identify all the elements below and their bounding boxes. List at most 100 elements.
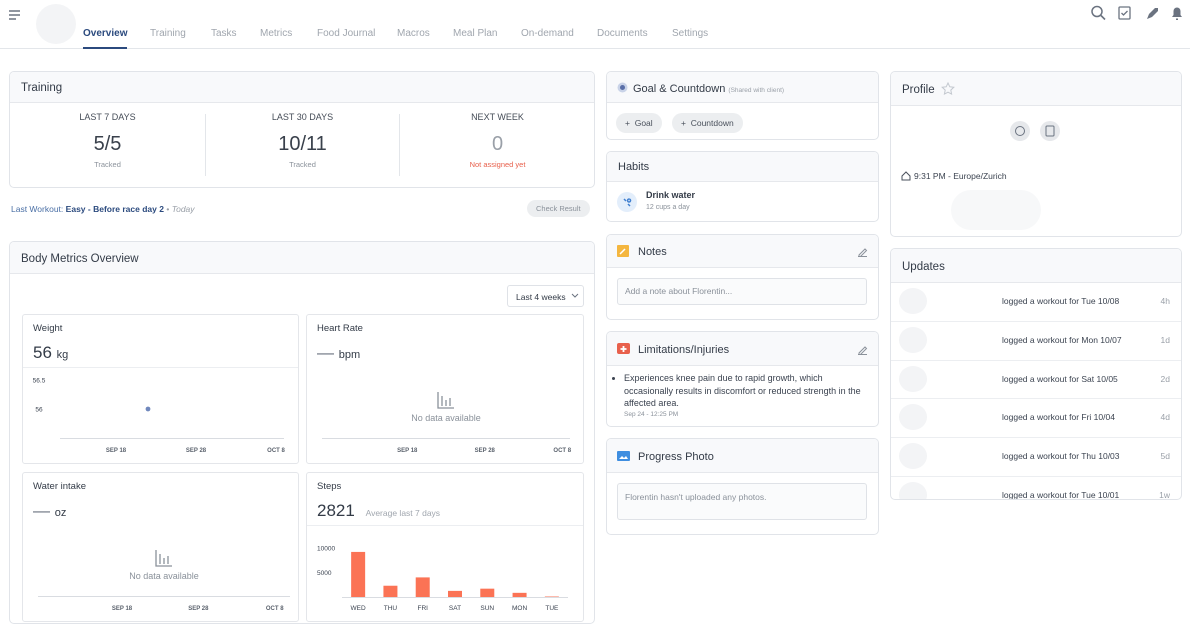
limitations-list: Experiences knee pain due to rapid growt…	[607, 372, 864, 410]
stat-value: 10/11	[278, 133, 327, 155]
divider	[399, 114, 400, 176]
update-row: logged a workout for Tue 10/01 1w	[891, 476, 1181, 500]
metric-title: Steps	[317, 481, 342, 492]
empty-photos: Florentin hasn't uploaded any photos.	[617, 483, 867, 520]
profile-card: Profile 9:31 PM - Europe/Zurich	[890, 71, 1182, 237]
update-row: logged a workout for Mon 10/07 1d	[891, 321, 1181, 361]
avatar	[899, 443, 927, 470]
x-tick-label: TUE	[545, 605, 559, 612]
divider	[307, 525, 583, 526]
x-tick-label: SUN	[480, 605, 494, 612]
metric-value: 2821 Average last 7 days	[317, 501, 440, 521]
update-text: logged a workout for Mon 10/07	[1002, 334, 1122, 345]
tab[interactable]: Macros	[397, 28, 430, 39]
limitations-card: Limitations/Injuries Experiences knee pa…	[606, 331, 879, 427]
tab[interactable]: Overview	[83, 28, 128, 49]
separator: •	[166, 204, 170, 214]
update-row: logged a workout for Tue 10/08 4h	[891, 282, 1181, 322]
metric-panel: Weight 56 kg SEP 18 SEP 28 OCT 8 56.5 56	[22, 314, 299, 464]
range-label: Last 4 weeks	[516, 292, 566, 302]
card-header: Training	[10, 72, 594, 103]
unit: bpm	[338, 349, 361, 361]
tab[interactable]: Food Journal	[317, 28, 376, 39]
check-result-button[interactable]: Check Result	[527, 200, 590, 217]
card-title: Limitations/Injuries	[638, 344, 730, 356]
value: 2821	[317, 501, 355, 520]
notes-icon	[617, 245, 629, 257]
bar	[415, 577, 430, 597]
edit-icon[interactable]	[857, 246, 868, 257]
habits-card: Habits Drink water 12 cups a day	[606, 151, 879, 222]
metric-panel: Heart Rate — bpm SEP 18 SEP 28 OCT 8 No dat…	[306, 314, 584, 464]
training-card: Training LAST 7 DAYS 5/5 Tracked LAST 30 D…	[9, 71, 595, 188]
tab[interactable]: Training	[150, 28, 186, 39]
update-text: logged a workout for Tue 10/01	[1002, 490, 1120, 500]
no-data-icon	[437, 392, 454, 409]
bar	[480, 588, 495, 597]
injury-icon	[617, 343, 630, 354]
metric-value: 56 kg	[33, 343, 68, 363]
chart: SEP 18 SEP 28 OCT 8 No data available	[322, 392, 572, 454]
card-header: Habits	[607, 152, 878, 182]
tab[interactable]: Settings	[672, 28, 709, 39]
when: Today	[171, 204, 195, 214]
x-tick-label: WED	[351, 605, 366, 612]
home-icon	[901, 171, 911, 181]
stat-label: NEXT WEEK	[471, 112, 524, 122]
stat-note: Not assigned yet	[469, 160, 526, 169]
label: Goal	[634, 118, 653, 128]
card-header: Profile	[891, 72, 1181, 106]
no-data-icon	[155, 550, 172, 567]
label: Last Workout:	[11, 204, 64, 214]
profile-actions[interactable]	[1010, 121, 1060, 141]
unit: oz	[54, 507, 67, 519]
tab[interactable]: Documents	[597, 28, 648, 39]
avatar[interactable]	[36, 4, 76, 44]
card-title: Body Metrics Overview	[21, 253, 139, 265]
card-title: Profile	[902, 84, 935, 96]
star-icon[interactable]	[941, 82, 955, 96]
range-dropdown[interactable]: Last 4 weeks	[507, 285, 584, 307]
stat-value: 0	[491, 133, 504, 155]
card-title: Habits	[618, 161, 650, 173]
add-countdown-button[interactable]: + Countdown	[672, 113, 743, 133]
limitation-text: Experiences knee pain due to rapid growt…	[624, 372, 864, 410]
bar	[448, 590, 462, 597]
title: Goal & Countdown	[633, 83, 726, 95]
avatar	[899, 482, 927, 499]
toolbar-icons[interactable]	[1090, 5, 1186, 21]
tab[interactable]: Metrics	[260, 28, 293, 39]
add-goal-button[interactable]: + Goal	[616, 113, 662, 133]
y-tick-label: 56.5	[33, 378, 46, 385]
tab[interactable]: Meal Plan	[453, 28, 498, 39]
x-tick-label: SAT	[449, 605, 461, 612]
tab[interactable]: On-demand	[521, 28, 574, 39]
metric-title: Weight	[33, 323, 63, 334]
metric-title: Heart Rate	[317, 323, 363, 334]
value: 56	[33, 343, 52, 362]
menu-icon[interactable]	[8, 9, 22, 21]
data-point	[145, 406, 151, 412]
no-data-text: No data available	[129, 571, 199, 581]
chart: SEP 18 SEP 28 OCT 8 No data available	[38, 550, 290, 612]
tab[interactable]: Tasks	[211, 28, 237, 39]
stat-label: LAST 30 DAYS	[271, 112, 334, 122]
bar	[351, 551, 366, 597]
chart: SEP 18 SEP 28 OCT 8 56.5 56	[33, 378, 286, 455]
card-title: Progress Photo	[638, 451, 714, 463]
body-metrics-card: Body Metrics Overview Last 4 weeks Weigh…	[9, 241, 595, 624]
card-header: Body Metrics Overview	[10, 242, 594, 274]
workout-name[interactable]: Easy - Before race day 2	[65, 204, 164, 214]
x-tick-label: MON	[512, 605, 527, 612]
value: —	[317, 343, 334, 362]
icon: +	[681, 118, 686, 128]
note-input[interactable]: Add a note about Florentin...	[617, 278, 867, 305]
update-time: 4h	[1160, 296, 1170, 306]
edit-icon[interactable]	[857, 344, 868, 355]
x-tick-label: OCT 8	[266, 606, 284, 612]
stat-note: Tracked	[94, 160, 121, 169]
updates-card: Updates logged a workout for Tue 10/08 4h…	[890, 248, 1182, 500]
update-text: logged a workout for Sat 10/05	[1002, 373, 1118, 384]
local-time: 9:31 PM - Europe/Zurich	[914, 171, 1007, 181]
